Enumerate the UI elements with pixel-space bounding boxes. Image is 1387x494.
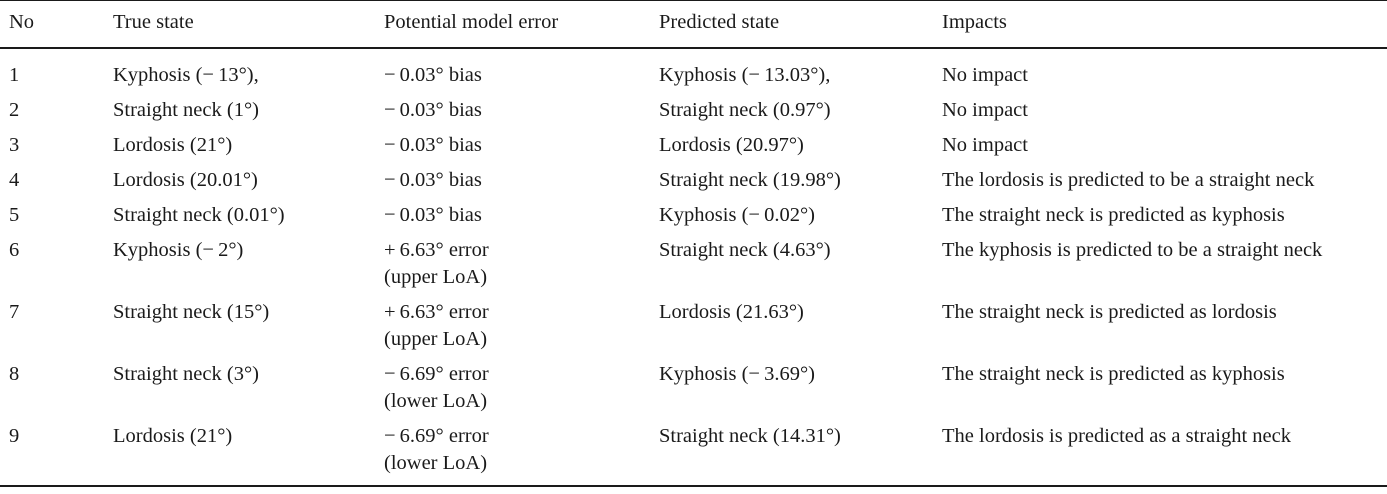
error-limit-note: (lower LoA) [384, 452, 488, 474]
cell-no: 2 [9, 99, 20, 121]
cell-predicted-state: Straight neck (19.98°) [659, 169, 841, 191]
header-predicted-state: Predicted state [659, 11, 780, 33]
cell-true-state: Straight neck (0.01°) [113, 204, 285, 226]
cell-impact: No impact [942, 64, 1028, 86]
cell-no: 1 [9, 64, 20, 86]
cell-predicted-state: Lordosis (21.63°) [659, 301, 804, 323]
table-row: 2 Straight neck (1°) − 0.03° bias Straight … [0, 93, 1387, 128]
cell-predicted-state: Straight neck (0.97°) [659, 99, 831, 121]
header-true-state: True state [113, 11, 194, 33]
cell-impact: No impact [942, 99, 1028, 121]
table-row: 1 Kyphosis (− 13°), − 0.03° bias Kyphosis (… [0, 48, 1387, 93]
table-body: 1 Kyphosis (− 13°), − 0.03° bias Kyphosis (… [0, 48, 1387, 486]
cell-impact: The straight neck is predicted as kyphos… [942, 204, 1285, 226]
cell-potential-model-error: − 6.69° error (lower LoA) [384, 419, 659, 486]
cell-no: 7 [9, 301, 20, 323]
table-row: 3 Lordosis (21°) − 0.03° bias Lordosis (20.… [0, 128, 1387, 163]
cell-true-state: Kyphosis (− 13°), [113, 64, 259, 86]
cell-potential-model-error: + 6.63° error (upper LoA) [384, 233, 659, 295]
cell-predicted-state: Straight neck (4.63°) [659, 239, 831, 261]
table-row: 6 Kyphosis (− 2°) + 6.63° error (upper LoA)… [0, 233, 1387, 295]
cell-impact: The kyphosis is predicted to be a straig… [942, 239, 1323, 261]
error-value: − 0.03° bias [384, 134, 482, 156]
cell-no: 4 [9, 169, 20, 191]
table-row: 4 Lordosis (20.01°) − 0.03° bias Straight n… [0, 163, 1387, 198]
table-header: No True state Potential model error Pred… [0, 0, 1387, 48]
table-row: 5 Straight neck (0.01°) − 0.03° bias Kyphos… [0, 198, 1387, 233]
cell-impact: The lordosis is predicted as a straight … [942, 425, 1291, 447]
table-row: 7 Straight neck (15°) + 6.63° error (upper … [0, 295, 1387, 357]
cell-potential-model-error: − 6.69° error (lower LoA) [384, 357, 659, 419]
table-row: 8 Straight neck (3°) − 6.69° error (lower L… [0, 357, 1387, 419]
header-impacts: Impacts [942, 11, 1007, 33]
cell-predicted-state: Kyphosis (− 13.03°), [659, 64, 831, 86]
table-row: 9 Lordosis (21°) − 6.69° error (lower LoA) S… [0, 419, 1387, 486]
error-value: − 0.03° bias [384, 169, 482, 191]
cell-potential-model-error: − 0.03° bias [384, 93, 659, 128]
cell-true-state: Lordosis (20.01°) [113, 169, 258, 191]
cell-potential-model-error: − 0.03° bias [384, 198, 659, 233]
cell-true-state: Lordosis (21°) [113, 425, 233, 447]
error-value: + 6.63° error [384, 301, 489, 323]
error-value: + 6.63° error [384, 239, 489, 261]
error-value: − 0.03° bias [384, 99, 482, 121]
cell-no: 3 [9, 134, 20, 156]
error-value: − 0.03° bias [384, 204, 482, 226]
header-row: No True state Potential model error Pred… [0, 0, 1387, 48]
cell-true-state: Kyphosis (− 2°) [113, 239, 244, 261]
error-limit-note: (upper LoA) [384, 328, 488, 350]
cell-no: 6 [9, 239, 20, 261]
cell-impact: The straight neck is predicted as kyphos… [942, 363, 1285, 385]
cell-potential-model-error: − 0.03° bias [384, 128, 659, 163]
error-value: − 0.03° bias [384, 64, 482, 86]
header-no: No [9, 11, 35, 33]
cell-predicted-state: Straight neck (14.31°) [659, 425, 841, 447]
header-potential-model-error: Potential model error [384, 11, 559, 33]
cell-no: 5 [9, 204, 20, 226]
cell-predicted-state: Kyphosis (− 0.02°) [659, 204, 815, 226]
cell-impact: The straight neck is predicted as lordos… [942, 301, 1277, 323]
cell-potential-model-error: + 6.63° error (upper LoA) [384, 295, 659, 357]
error-value: − 6.69° error [384, 425, 489, 447]
cell-potential-model-error: − 0.03° bias [384, 163, 659, 198]
cell-no: 9 [9, 425, 20, 447]
cell-true-state: Straight neck (15°) [113, 301, 270, 323]
cell-no: 8 [9, 363, 20, 385]
cell-impact: The lordosis is predicted to be a straig… [942, 169, 1315, 191]
cell-predicted-state: Kyphosis (− 3.69°) [659, 363, 815, 385]
cell-true-state: Straight neck (1°) [113, 99, 259, 121]
cell-predicted-state: Lordosis (20.97°) [659, 134, 804, 156]
error-value: − 6.69° error [384, 363, 489, 385]
cell-impact: No impact [942, 134, 1028, 156]
cell-potential-model-error: − 0.03° bias [384, 48, 659, 93]
cell-true-state: Straight neck (3°) [113, 363, 259, 385]
error-limit-note: (upper LoA) [384, 266, 488, 288]
error-limit-note: (lower LoA) [384, 390, 488, 412]
cell-true-state: Lordosis (21°) [113, 134, 233, 156]
